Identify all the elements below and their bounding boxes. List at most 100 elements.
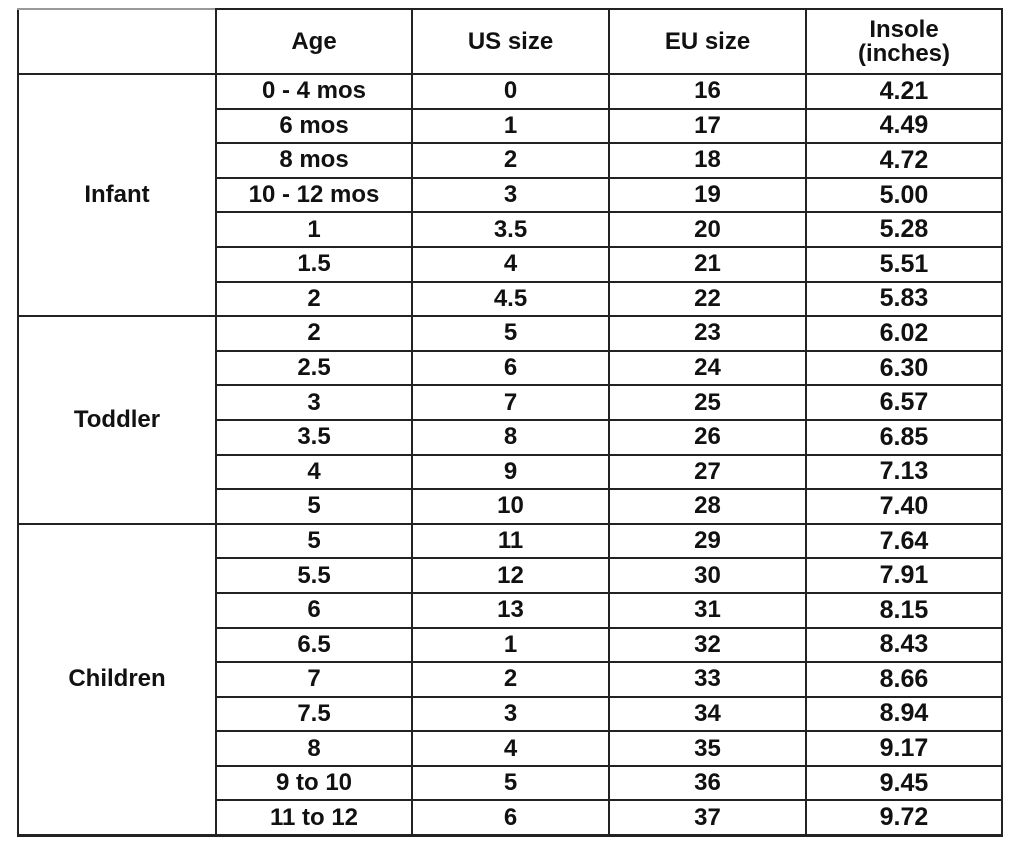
table-cell: 1	[411, 107, 610, 145]
table-cell: 5	[215, 488, 413, 525]
table-row: 2 4.5 22 5.83	[18, 280, 1003, 318]
table-row: 8 mos 2 18 4.72	[18, 142, 1003, 179]
table-cell: 7.91	[805, 557, 1003, 594]
table-cell: 3.5	[411, 211, 610, 248]
table-cell: 30	[608, 557, 807, 594]
table-cell: 5.00	[805, 176, 1003, 214]
table-cell: 7.64	[805, 522, 1003, 560]
table-cell: 8.43	[805, 626, 1003, 664]
table-cell: 1.5	[215, 245, 413, 283]
table-cell: 37	[608, 799, 807, 837]
table-cell: 4	[411, 245, 610, 283]
table-cell: 35	[608, 730, 807, 767]
table-cell: 28	[608, 488, 807, 525]
table-cell: 5.28	[805, 211, 1003, 248]
table-cell: 6 mos	[215, 107, 413, 145]
table-cell: 32	[608, 626, 807, 664]
table-cell: 12	[411, 557, 610, 594]
group-label: Children	[17, 522, 217, 837]
header-cell: Age	[215, 8, 413, 75]
table-cell: 6.30	[805, 349, 1003, 387]
table-cell: 3.5	[215, 418, 413, 456]
header-cell: US size	[411, 8, 610, 75]
size-table: Age US size EU size Insole (inches) Infant 0…	[17, 8, 1003, 837]
table-cell: 17	[608, 107, 807, 145]
table-row: 6.5 1 32 8.43	[18, 626, 1003, 664]
table-row: 3 7 25 6.57	[18, 384, 1003, 421]
table-row: Children 5 11 29 7.64	[17, 522, 1003, 837]
table-cell: 2	[215, 315, 413, 352]
table-cell: 4	[215, 453, 413, 491]
table-row: 6 13 31 8.15	[18, 591, 1003, 629]
table-cell: 4.5	[411, 280, 610, 318]
table-row: 7.5 3 34 8.94	[18, 695, 1003, 733]
table-cell: 6	[411, 799, 610, 837]
table-cell: 7.13	[805, 453, 1003, 491]
table-row: 11 to 12 6 37 9.72	[18, 799, 1003, 837]
table-cell: 5.5	[215, 557, 413, 594]
table-cell: 5	[215, 522, 413, 560]
table-row: 8 4 35 9.17	[18, 730, 1003, 767]
table-cell: 0 - 4 mos	[215, 73, 413, 110]
table-cell: 3	[411, 176, 610, 214]
table-cell: 1	[411, 626, 610, 664]
table-cell: 9.45	[805, 764, 1003, 802]
table-row: 10 - 12 mos 3 19 5.00	[18, 176, 1003, 214]
table-cell: 7	[215, 661, 413, 698]
table-cell: 8	[215, 730, 413, 767]
header-text: Insole (inches)	[857, 15, 950, 67]
table-cell: 5	[411, 764, 610, 802]
table-cell: 2.5	[215, 349, 413, 387]
table-cell: 1	[215, 211, 413, 248]
table-cell: 5.83	[805, 280, 1003, 318]
table-row: 6 mos 1 17 4.49	[18, 107, 1003, 145]
table-cell: 29	[608, 522, 807, 560]
header-text: EU size	[664, 27, 751, 55]
table-row: Infant 0 - 4 mos 0 16 4.21	[17, 72, 1003, 318]
table-cell: 6	[215, 591, 413, 629]
table-cell: 24	[608, 349, 807, 387]
table-cell: 11 to 12	[215, 799, 413, 837]
table-row: 1 3.5 20 5.28	[18, 211, 1003, 248]
table-cell: 27	[608, 453, 807, 491]
header-text: Age	[291, 27, 337, 55]
table-cell: 3	[215, 384, 413, 421]
group-label: Toddler	[17, 315, 217, 525]
table-cell: 9	[411, 453, 610, 491]
table-cell: 10	[411, 488, 610, 525]
table-cell: 7.5	[215, 695, 413, 733]
header-cell: Insole (inches)	[805, 8, 1003, 75]
table-body: Infant 0 - 4 mos 0 16 4.21 6 mos 1 17 4.49 8 mos 2…	[17, 72, 1003, 837]
table-cell: 6.5	[215, 626, 413, 664]
table-cell: 7	[411, 384, 610, 421]
table-cell: 6.02	[805, 315, 1003, 352]
table-cell: 20	[608, 211, 807, 248]
table-cell: 2	[215, 280, 413, 318]
table-cell: 22	[608, 280, 807, 318]
table-row: 3.5 8 26 6.85	[18, 418, 1003, 456]
table-row: Toddler 2 5 23 6.02	[17, 315, 1003, 525]
table-cell: 16	[608, 73, 807, 110]
table-cell: 5	[411, 315, 610, 352]
table-cell: 2	[411, 142, 610, 179]
table-cell: 9 to 10	[215, 764, 413, 802]
header-cell: EU size	[608, 8, 807, 75]
corner-cell	[17, 8, 217, 75]
table-cell: 21	[608, 245, 807, 283]
table-row: 4 9 27 7.13	[18, 453, 1003, 491]
table-cell: 4.72	[805, 142, 1003, 179]
table-cell: 2	[411, 661, 610, 698]
table-cell: 10 - 12 mos	[215, 176, 413, 214]
table-cell: 6	[411, 349, 610, 387]
table-row: 9 to 10 5 36 9.45	[18, 764, 1003, 802]
table-cell: 4.49	[805, 107, 1003, 145]
table-cell: 8.15	[805, 591, 1003, 629]
header-row: Age US size EU size Insole (inches)	[17, 8, 1003, 75]
table-cell: 23	[608, 315, 807, 352]
table-cell: 5.51	[805, 245, 1003, 283]
table-row: 5 10 28 7.40	[18, 488, 1003, 525]
table-cell: 8 mos	[215, 142, 413, 179]
table-row: 2.5 6 24 6.30	[18, 349, 1003, 387]
table-cell: 18	[608, 142, 807, 179]
table-cell: 8.66	[805, 661, 1003, 698]
